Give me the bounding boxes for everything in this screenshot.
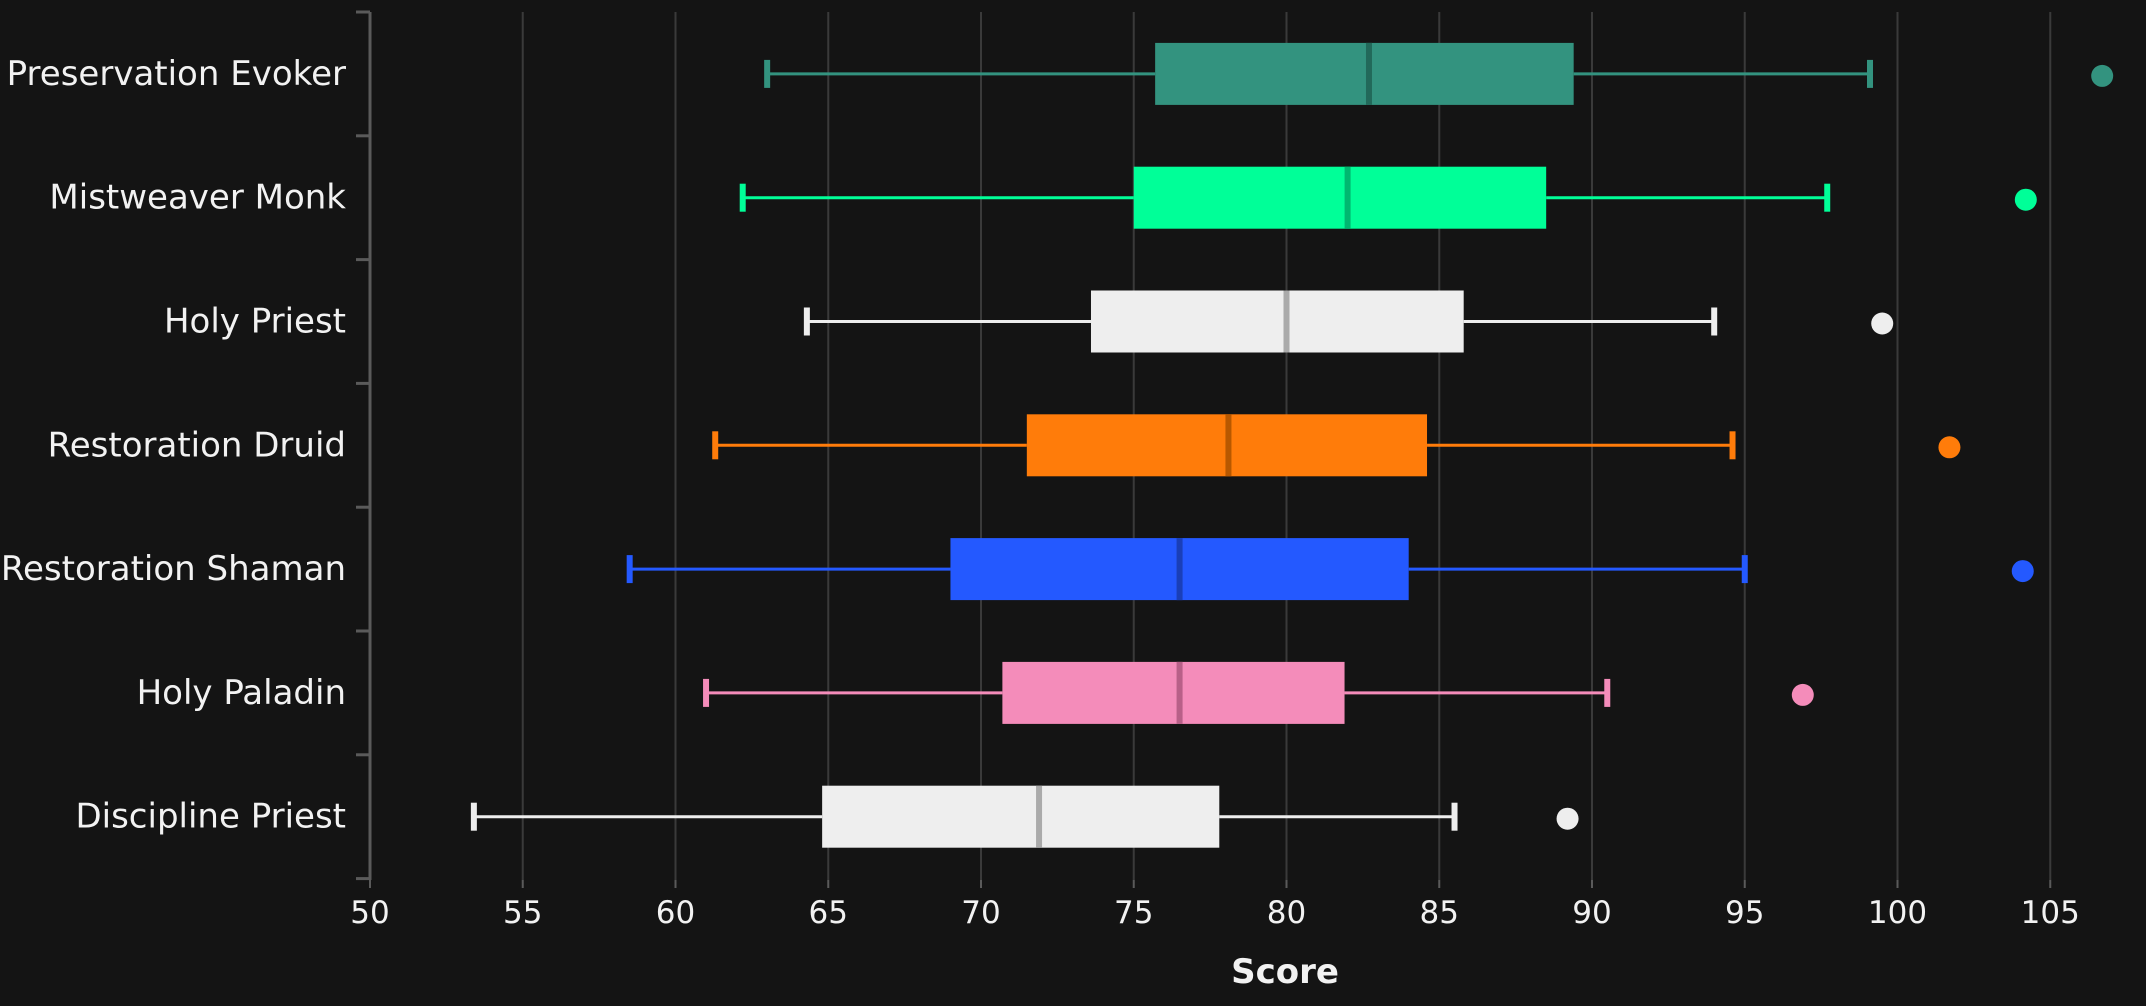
category-label: Restoration Shaman <box>1 549 346 589</box>
category-label: Preservation Evoker <box>7 54 346 94</box>
category-label: Mistweaver Monk <box>49 178 346 218</box>
box-group <box>712 414 1961 477</box>
outlier-point <box>1938 436 1961 459</box>
category-label: Restoration Druid <box>48 425 346 465</box>
box-group <box>739 166 2037 229</box>
x-tick-label: 60 <box>656 895 695 931</box>
x-tick-label: 105 <box>2021 895 2080 931</box>
box-group <box>626 538 2034 601</box>
x-tick-label: 90 <box>1572 895 1611 931</box>
box-layer <box>470 42 2114 848</box>
x-tick-label: 55 <box>503 895 542 931</box>
x-tick-label: 65 <box>809 895 848 931</box>
outlier-point <box>1556 807 1579 830</box>
outlier-point <box>1871 312 1894 335</box>
x-tick-label: 50 <box>350 895 389 931</box>
category-label: Discipline Priest <box>75 797 346 837</box>
outlier-point <box>2091 64 2114 87</box>
outlier-point <box>2014 188 2037 211</box>
outlier-point <box>1791 683 1814 706</box>
x-tick-label: 95 <box>1725 895 1764 931</box>
x-tick-label: 80 <box>1267 895 1306 931</box>
box-group <box>470 785 1579 848</box>
box-group <box>803 290 1894 353</box>
box-iqr <box>1133 166 1547 229</box>
box-iqr <box>1002 661 1345 724</box>
x-tick-label: 75 <box>1114 895 1153 931</box>
category-label: Holy Priest <box>164 302 346 342</box>
x-tick-label: 85 <box>1420 895 1459 931</box>
box-iqr <box>1090 290 1464 353</box>
outlier-point <box>2011 560 2034 583</box>
box-iqr <box>1155 42 1574 105</box>
box-group <box>703 661 1814 724</box>
x-tick-label: 100 <box>1868 895 1927 931</box>
box-iqr <box>822 785 1220 848</box>
x-tick-label: 70 <box>961 895 1000 931</box>
box-group <box>764 42 2114 105</box>
label-layer: Preservation Evoker Mistweaver Monk Holy P… <box>1 54 346 837</box>
category-label: Holy Paladin <box>137 673 346 713</box>
x-axis-title: Score <box>1231 952 1339 992</box>
axis-layer: 50 55 60 65 70 75 80 85 90 95 100 105 <box>350 10 2080 931</box>
